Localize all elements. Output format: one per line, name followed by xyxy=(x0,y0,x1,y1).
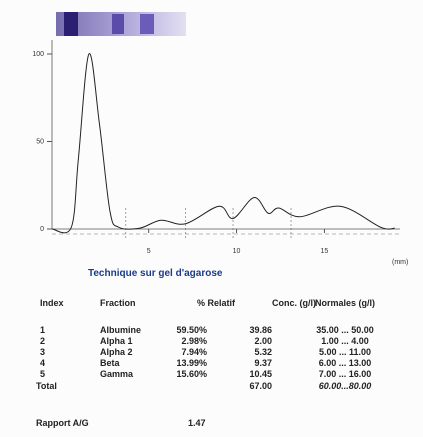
gel-band xyxy=(140,14,154,34)
table-cell: 6.00 ... 13.00 xyxy=(295,358,395,368)
table-cell: 2 xyxy=(40,336,45,346)
table-cell: 5.00 ... 11.00 xyxy=(295,347,395,357)
densitogram: (mm) 0 50 100 5 10 15 xyxy=(0,0,423,268)
y-tick-label: 100 xyxy=(32,51,44,58)
total-label: Total xyxy=(36,381,57,391)
table-cell: Alpha 2 xyxy=(100,347,133,357)
ratio-label: Rapport A/G xyxy=(36,418,89,428)
gel-band xyxy=(112,14,124,34)
table-cell: 3 xyxy=(40,347,45,357)
column-header: Fraction xyxy=(100,298,136,308)
total-normales: 60.00...80.00 xyxy=(295,381,395,391)
table-cell: 9.37 xyxy=(254,358,272,368)
table-cell: 59.50% xyxy=(176,325,207,335)
y-tick-label: 50 xyxy=(36,138,44,145)
column-header: Normales (g/l) xyxy=(295,298,395,308)
ratio-value: 1.47 xyxy=(188,418,206,428)
table-cell: Alpha 1 xyxy=(100,336,133,346)
table-cell: Albumine xyxy=(100,325,141,335)
column-header: Index xyxy=(40,298,64,308)
curve xyxy=(52,54,395,233)
table-cell: 39.86 xyxy=(249,325,272,335)
total-conc: 67.00 xyxy=(249,381,272,391)
table-cell: 5 xyxy=(40,369,45,379)
y-tick-label: 0 xyxy=(40,226,44,233)
table-cell: 2.00 xyxy=(254,336,272,346)
table-cell: 5.32 xyxy=(254,347,272,357)
table-cell: Gamma xyxy=(100,369,133,379)
x-tick-label: 15 xyxy=(321,248,329,255)
section-title: Technique sur gel d'agarose xyxy=(88,268,222,279)
table-cell: 35.00 ... 50.00 xyxy=(295,325,395,335)
table-cell: 4 xyxy=(40,358,45,368)
table-cell: 1 xyxy=(40,325,45,335)
gel-band xyxy=(64,12,78,36)
table-cell: 2.98% xyxy=(181,336,207,346)
table-cell: Beta xyxy=(100,358,120,368)
table-cell: 13.99% xyxy=(176,358,207,368)
x-axis-label: (mm) xyxy=(392,259,408,266)
report: (mm) 05010051015 Technique sur gel d'aga… xyxy=(0,0,423,437)
table-cell: 7.94% xyxy=(181,347,207,357)
table-cell: 10.45 xyxy=(249,369,272,379)
x-tick-label: 10 xyxy=(233,248,241,255)
table-cell: 1.00 ... 4.00 xyxy=(295,336,395,346)
column-header: % Relatif xyxy=(197,298,235,308)
table-cell: 15.60% xyxy=(176,369,207,379)
x-tick-label: 5 xyxy=(147,248,151,255)
table-cell: 7.00 ... 16.00 xyxy=(295,369,395,379)
